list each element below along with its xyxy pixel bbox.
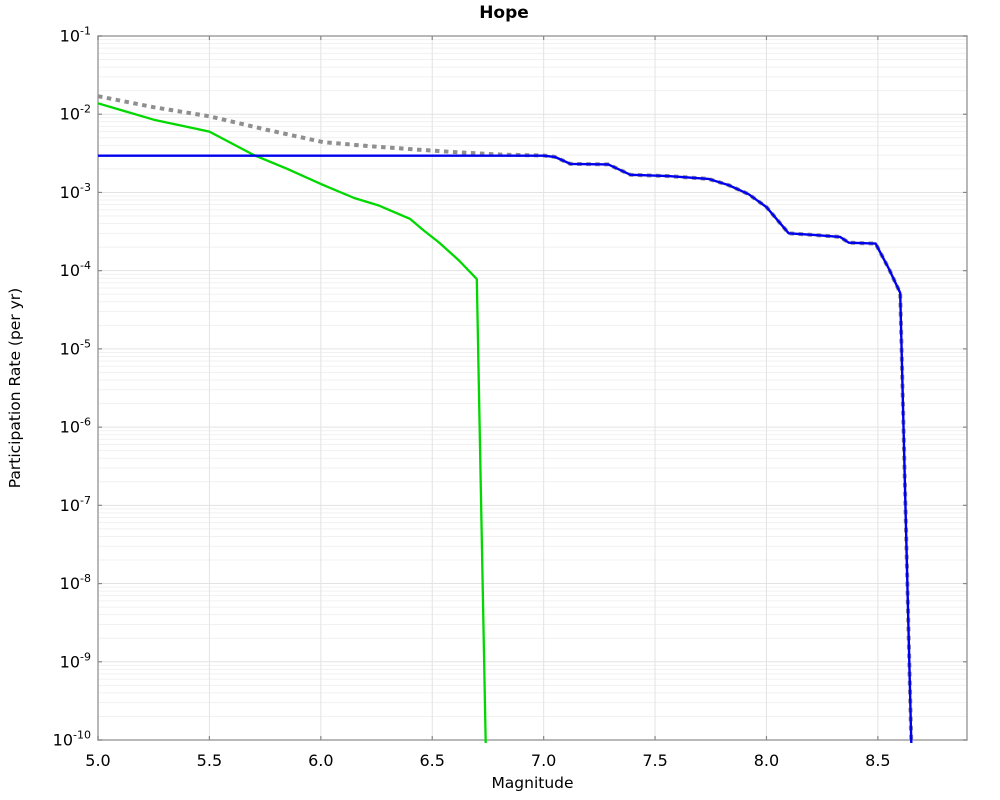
x-tick-label: 6.5 xyxy=(420,751,445,770)
x-tick-label: 8.0 xyxy=(754,751,779,770)
x-tick-label: 5.0 xyxy=(85,751,110,770)
x-tick-label: 6.0 xyxy=(308,751,333,770)
y-tick-label: 10-6 xyxy=(60,416,91,437)
y-tick-label: 10-4 xyxy=(60,259,91,280)
x-tick-label: 7.5 xyxy=(642,751,667,770)
y-tick-label: 10-3 xyxy=(60,181,91,202)
green-solid-line xyxy=(97,102,487,744)
x-tick-label: 5.5 xyxy=(197,751,222,770)
y-axis-label: Participation Rate (per yr) xyxy=(6,287,24,489)
plot-border xyxy=(97,35,968,741)
y-tick-label: 10-1 xyxy=(60,25,91,46)
blue-solid-line xyxy=(98,154,913,744)
y-tick-label: 10-8 xyxy=(60,572,91,593)
y-tick-label: 10-5 xyxy=(60,337,91,358)
chart-title: Hope xyxy=(479,3,529,23)
y-tick-label: 10-9 xyxy=(60,650,91,671)
gray-dotted-line xyxy=(97,94,914,744)
x-tick-label: 8.5 xyxy=(865,751,890,770)
y-tick-label: 10-10 xyxy=(53,729,91,750)
y-tick-label: 10-7 xyxy=(60,494,91,515)
x-tick-label: 7.0 xyxy=(531,751,556,770)
x-axis-label: Magnitude xyxy=(491,774,574,792)
y-tick-label: 10-2 xyxy=(60,103,91,124)
